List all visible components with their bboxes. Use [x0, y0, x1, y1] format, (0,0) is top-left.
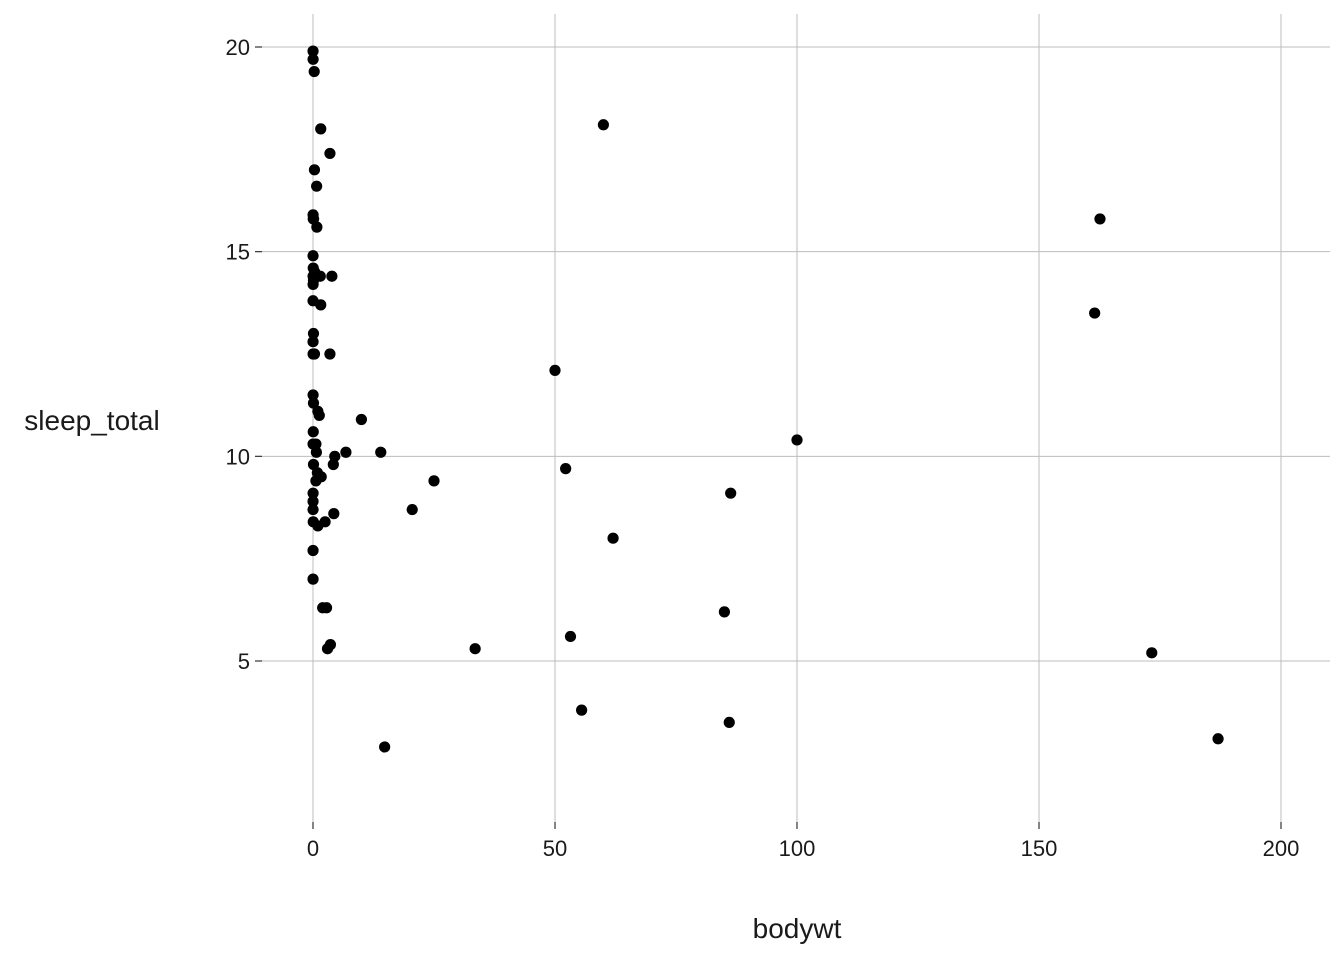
data-point [315, 123, 327, 135]
data-point [723, 716, 735, 729]
data-point [375, 446, 387, 458]
data-point [307, 278, 319, 291]
data-point [597, 119, 610, 131]
y-tick-label: 10 [226, 444, 250, 469]
data-point [312, 520, 324, 532]
data-point [307, 487, 319, 499]
data-point [549, 364, 561, 376]
data-point [310, 438, 322, 450]
data-point [379, 741, 391, 753]
data-point [428, 475, 440, 487]
data-point [1089, 307, 1101, 319]
data-point [307, 397, 320, 409]
data-point [307, 573, 319, 585]
data-point [307, 327, 320, 340]
x-tick-label: 0 [307, 836, 319, 861]
x-tick-label: 100 [779, 836, 816, 861]
data-point [307, 544, 319, 557]
data-point [1212, 733, 1224, 745]
data-point [406, 503, 418, 516]
data-point [469, 643, 481, 655]
axis-ticks: 0 50 100 150 200 5 10 15 20 [226, 35, 1300, 861]
data-point [327, 458, 339, 471]
data-point [307, 45, 319, 57]
y-tick-label: 15 [226, 240, 250, 265]
data-point [307, 503, 319, 516]
data-point [718, 606, 731, 618]
data-point [308, 348, 321, 360]
data-point [310, 475, 322, 487]
data-point [326, 270, 338, 282]
data-point [355, 413, 367, 426]
grid-lines [262, 14, 1330, 822]
data-point [324, 147, 336, 160]
data-point [576, 704, 588, 716]
data-point [607, 532, 619, 544]
y-axis-title: sleep_total [24, 405, 159, 436]
x-tick-label: 200 [1263, 836, 1300, 861]
x-tick-label: 50 [543, 836, 567, 861]
data-point [791, 434, 803, 446]
data-point [308, 164, 321, 176]
data-point [311, 221, 323, 233]
data-point [310, 446, 322, 458]
data-point [307, 495, 319, 507]
data-point [307, 389, 319, 401]
y-tick-label: 5 [238, 649, 250, 674]
data-point [564, 630, 577, 643]
data-point [308, 65, 320, 78]
data-point [311, 180, 323, 192]
data-point [725, 487, 737, 499]
data-point [1146, 647, 1158, 659]
data-point [320, 602, 333, 614]
data-point [307, 336, 319, 348]
data-point [307, 53, 319, 65]
data-point [321, 643, 334, 655]
data-point [324, 348, 336, 360]
y-tick-label: 20 [226, 35, 250, 60]
data-point [307, 426, 319, 438]
data-point [315, 299, 327, 311]
data-point [560, 463, 572, 475]
data-point [340, 446, 352, 458]
data-point [307, 250, 319, 262]
x-tick-label: 150 [1021, 836, 1058, 861]
data-point [313, 409, 325, 421]
x-axis-title: bodywt [753, 913, 842, 944]
data-point [1094, 213, 1106, 225]
data-points [307, 45, 1224, 753]
data-point [328, 508, 340, 520]
